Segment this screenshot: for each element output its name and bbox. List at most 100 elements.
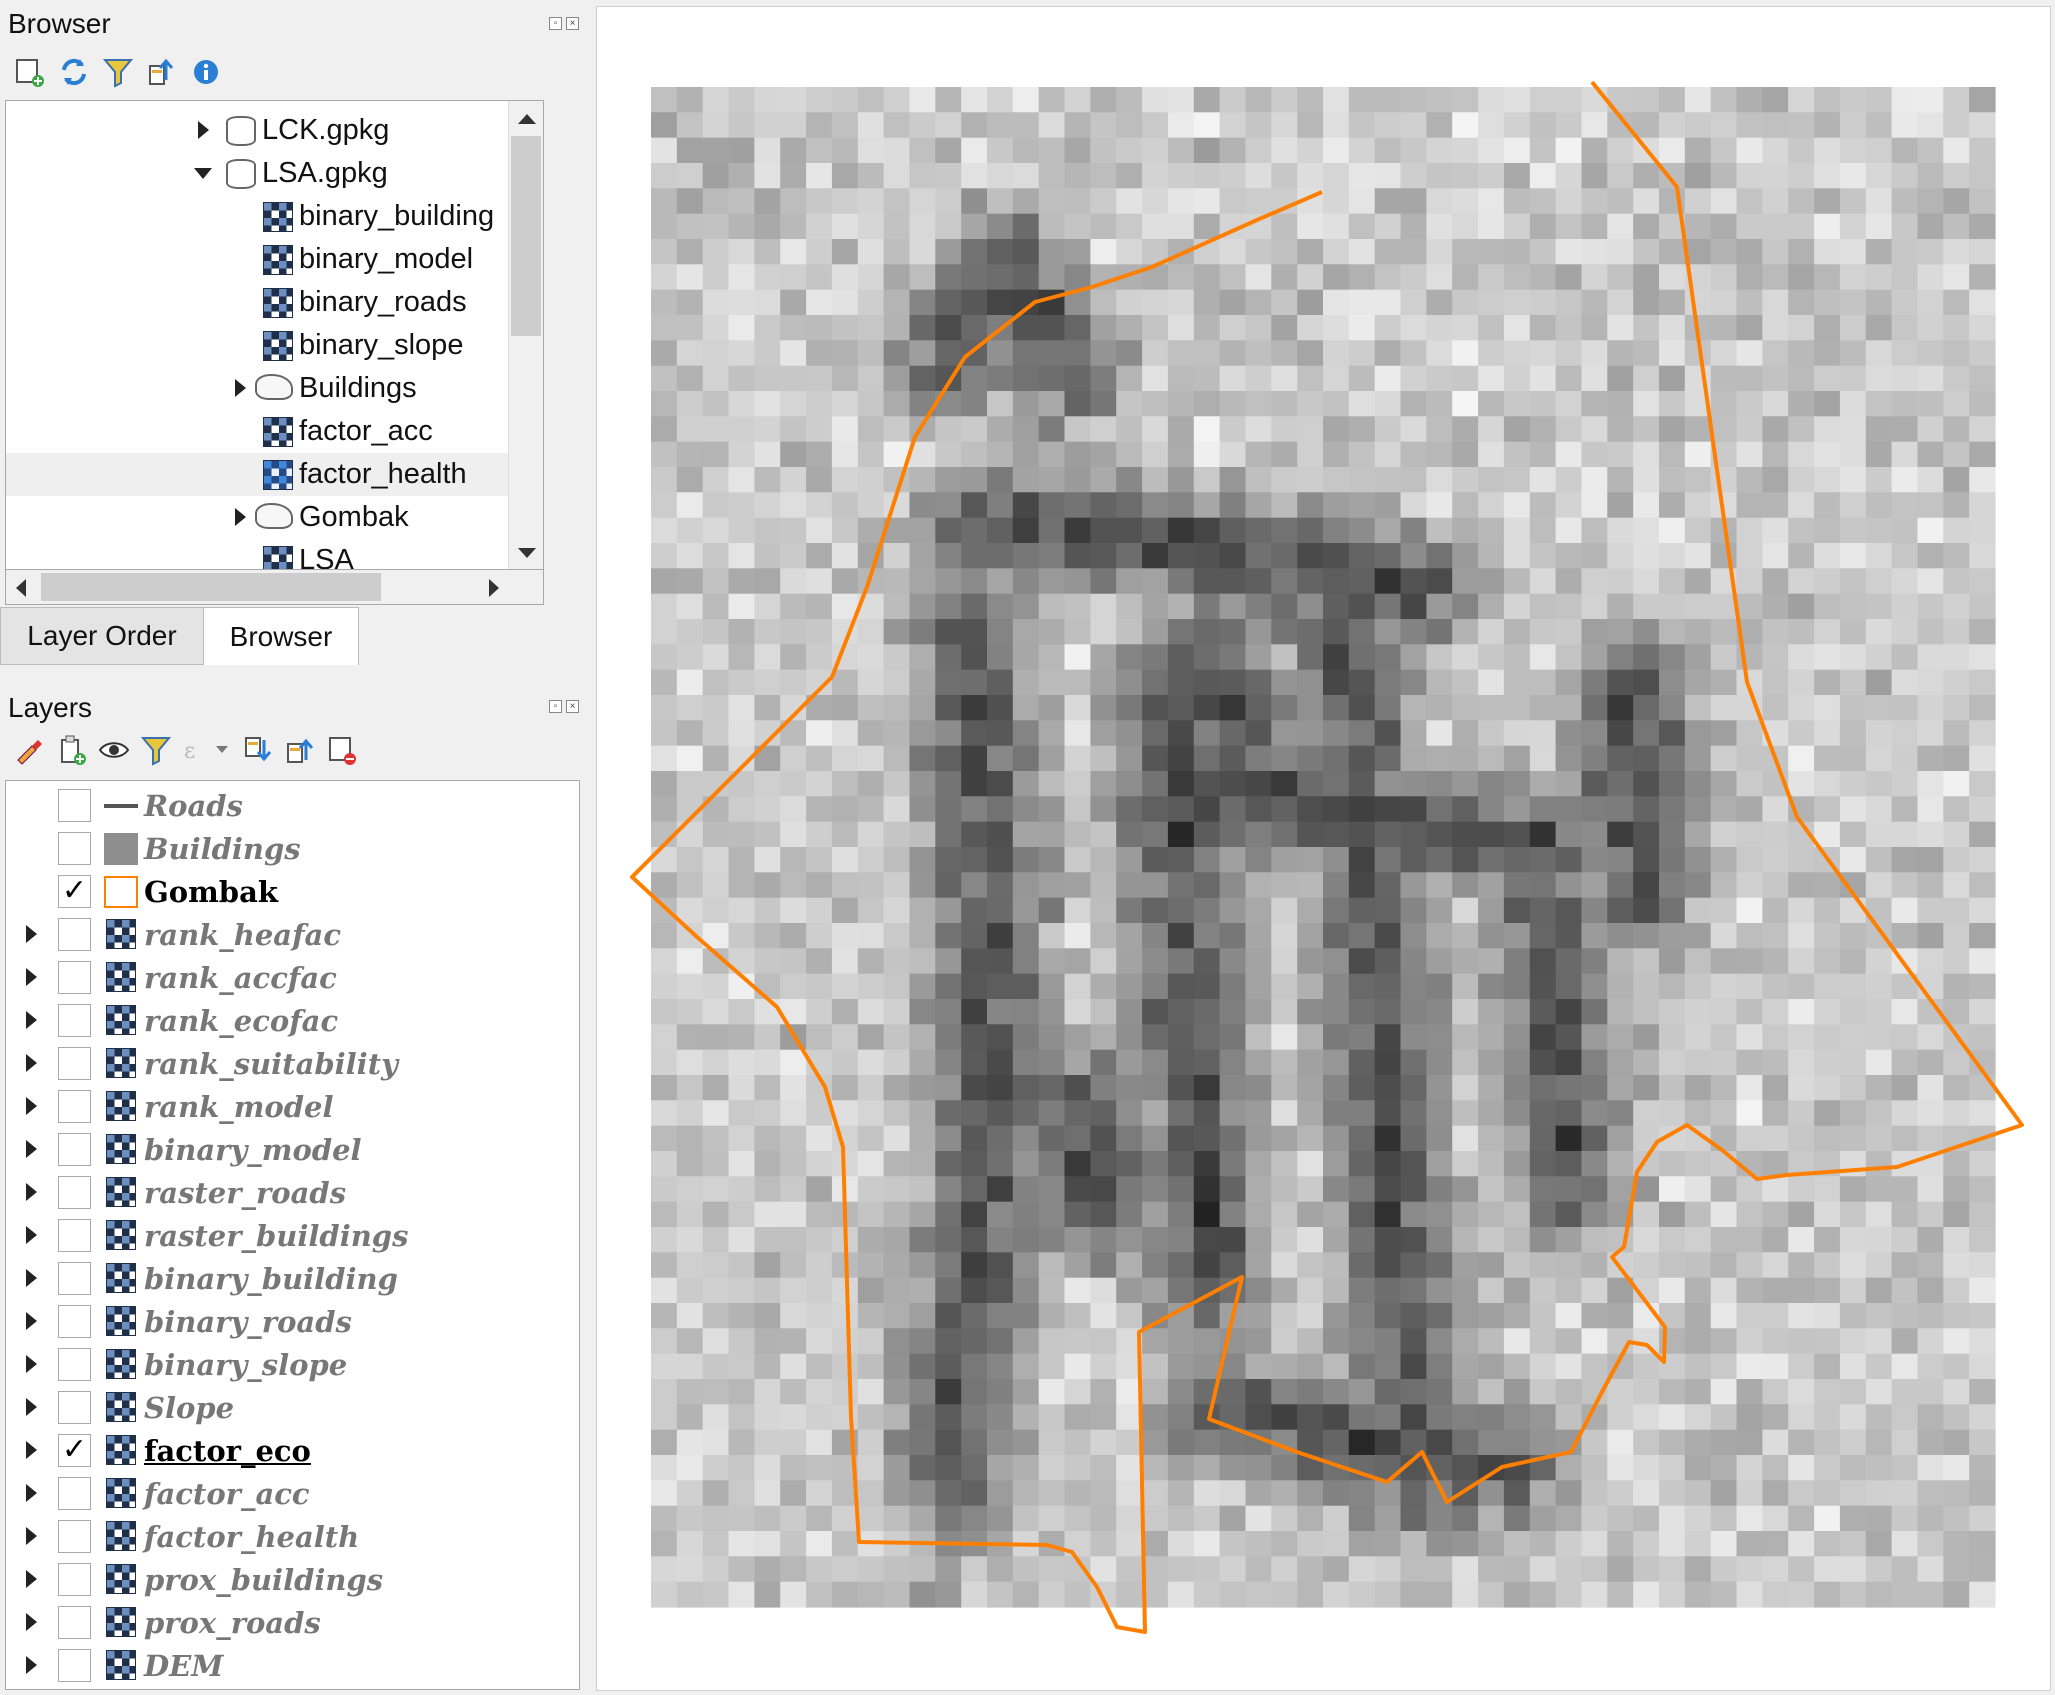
float-panel-icon[interactable]: ▫	[549, 17, 562, 30]
layer-item[interactable]: rank_heafac	[6, 913, 579, 956]
add-layer-icon[interactable]	[14, 56, 46, 88]
style-manager-icon[interactable]	[14, 734, 46, 766]
layer-item[interactable]: raster_roads	[6, 1171, 579, 1214]
scroll-down-icon[interactable]	[518, 548, 536, 558]
collapsed-arrow-icon[interactable]	[26, 1355, 37, 1373]
collapsed-arrow-icon[interactable]	[26, 925, 37, 943]
layer-visibility-checkbox[interactable]	[58, 1391, 91, 1424]
info-icon[interactable]	[190, 56, 222, 88]
layer-item[interactable]: binary_slope	[6, 1343, 579, 1386]
layers-tree[interactable]: Roads Buildings ✓ Gombak rank_heafac rank_acc…	[5, 780, 580, 1690]
collapsed-arrow-icon[interactable]	[26, 1527, 37, 1545]
remove-layer-icon[interactable]	[326, 734, 358, 766]
layer-item[interactable]: binary_roads	[6, 1300, 579, 1343]
collapsed-arrow-icon[interactable]	[26, 1441, 37, 1459]
map-canvas[interactable]	[596, 6, 2051, 1691]
close-panel-icon[interactable]: ×	[566, 700, 579, 713]
layer-visibility-checkbox[interactable]	[58, 1477, 91, 1510]
layer-visibility-checkbox[interactable]	[58, 1305, 91, 1338]
browser-item[interactable]: LSA	[6, 539, 543, 569]
layer-item[interactable]: ✓ factor_eco	[6, 1429, 579, 1472]
float-panel-icon[interactable]: ▫	[549, 700, 562, 713]
layer-item[interactable]: factor_health	[6, 1515, 579, 1558]
collapsed-arrow-icon[interactable]	[26, 1613, 37, 1631]
browser-vertical-scrollbar[interactable]	[508, 101, 543, 569]
browser-tree[interactable]: LCK.gpkg LSA.gpkg binary_building binary_mo…	[5, 100, 544, 570]
refresh-icon[interactable]	[58, 56, 90, 88]
layer-item[interactable]: prox_roads	[6, 1601, 579, 1644]
tab-browser[interactable]: Browser	[203, 607, 359, 665]
layer-item[interactable]: Buildings	[6, 827, 579, 870]
layer-item[interactable]: binary_model	[6, 1128, 579, 1171]
layer-item[interactable]: ✓ Gombak	[6, 870, 579, 913]
layer-visibility-checkbox[interactable]: ✓	[58, 875, 91, 908]
browser-item[interactable]: binary_building	[6, 195, 543, 238]
browser-item[interactable]: binary_slope	[6, 324, 543, 367]
layer-visibility-checkbox[interactable]	[58, 1090, 91, 1123]
browser-item[interactable]: Gombak	[6, 496, 543, 539]
layer-item[interactable]: rank_model	[6, 1085, 579, 1128]
browser-item[interactable]: LCK.gpkg	[6, 109, 543, 152]
collapsed-arrow-icon[interactable]	[26, 1312, 37, 1330]
layer-visibility-checkbox[interactable]	[58, 1219, 91, 1252]
layer-visibility-checkbox[interactable]	[58, 1004, 91, 1037]
scroll-right-icon[interactable]	[489, 579, 499, 597]
collapse-all-icon[interactable]	[284, 734, 316, 766]
collapsed-arrow-icon[interactable]	[26, 1054, 37, 1072]
layer-visibility-checkbox[interactable]	[58, 1563, 91, 1596]
layer-visibility-checkbox[interactable]	[58, 1606, 91, 1639]
map-render[interactable]	[597, 7, 2051, 1691]
expanded-arrow-icon[interactable]	[194, 168, 212, 179]
layer-item[interactable]: DEM	[6, 1644, 579, 1687]
browser-item[interactable]: Buildings	[6, 367, 543, 410]
add-group-icon[interactable]	[56, 734, 88, 766]
collapsed-arrow-icon[interactable]	[26, 1398, 37, 1416]
collapsed-arrow-icon[interactable]	[26, 1570, 37, 1588]
layer-visibility-checkbox[interactable]	[58, 1262, 91, 1295]
layer-item[interactable]: Slope	[6, 1386, 579, 1429]
collapsed-arrow-icon[interactable]	[26, 1011, 37, 1029]
layer-visibility-checkbox[interactable]	[58, 1047, 91, 1080]
layer-visibility-checkbox[interactable]	[58, 961, 91, 994]
browser-item[interactable]: binary_roads	[6, 281, 543, 324]
collapse-all-icon[interactable]	[146, 56, 178, 88]
layer-item[interactable]: raster_buildings	[6, 1214, 579, 1257]
layer-item[interactable]: prox_buildings	[6, 1558, 579, 1601]
close-panel-icon[interactable]: ×	[566, 17, 579, 30]
collapsed-arrow-icon[interactable]	[26, 1097, 37, 1115]
layer-visibility-checkbox[interactable]	[58, 832, 91, 865]
layer-visibility-checkbox[interactable]	[58, 1133, 91, 1166]
layer-visibility-checkbox[interactable]: ✓	[58, 1434, 91, 1467]
layer-visibility-checkbox[interactable]	[58, 1649, 91, 1682]
collapsed-arrow-icon[interactable]	[26, 1656, 37, 1674]
collapsed-arrow-icon[interactable]	[198, 121, 209, 139]
scroll-thumb[interactable]	[41, 573, 381, 601]
collapsed-arrow-icon[interactable]	[26, 1484, 37, 1502]
scroll-left-icon[interactable]	[16, 579, 26, 597]
layer-visibility-checkbox[interactable]	[58, 1520, 91, 1553]
layer-item[interactable]: rank_ecofac	[6, 999, 579, 1042]
browser-horizontal-scrollbar[interactable]	[5, 570, 544, 605]
filter-legend-icon[interactable]	[140, 734, 172, 766]
collapsed-arrow-icon[interactable]	[26, 1183, 37, 1201]
collapsed-arrow-icon[interactable]	[26, 968, 37, 986]
layer-visibility-checkbox[interactable]	[58, 918, 91, 951]
expand-all-icon[interactable]	[242, 734, 274, 766]
collapsed-arrow-icon[interactable]	[26, 1140, 37, 1158]
layer-item[interactable]: factor_acc	[6, 1472, 579, 1515]
layer-item[interactable]: binary_building	[6, 1257, 579, 1300]
layer-item[interactable]: rank_accfac	[6, 956, 579, 999]
scroll-up-icon[interactable]	[518, 114, 536, 124]
layer-visibility-checkbox[interactable]	[58, 789, 91, 822]
visibility-icon[interactable]	[98, 734, 130, 766]
filter-icon[interactable]	[102, 56, 134, 88]
layer-item[interactable]: rank_suitability	[6, 1042, 579, 1085]
collapsed-arrow-icon[interactable]	[26, 1226, 37, 1244]
collapsed-arrow-icon[interactable]	[26, 1269, 37, 1287]
collapsed-arrow-icon[interactable]	[235, 508, 246, 526]
scroll-thumb[interactable]	[511, 136, 541, 336]
browser-item[interactable]: factor_health	[6, 453, 543, 496]
layer-visibility-checkbox[interactable]	[58, 1176, 91, 1209]
layer-item[interactable]: Roads	[6, 784, 579, 827]
browser-item[interactable]: factor_acc	[6, 410, 543, 453]
